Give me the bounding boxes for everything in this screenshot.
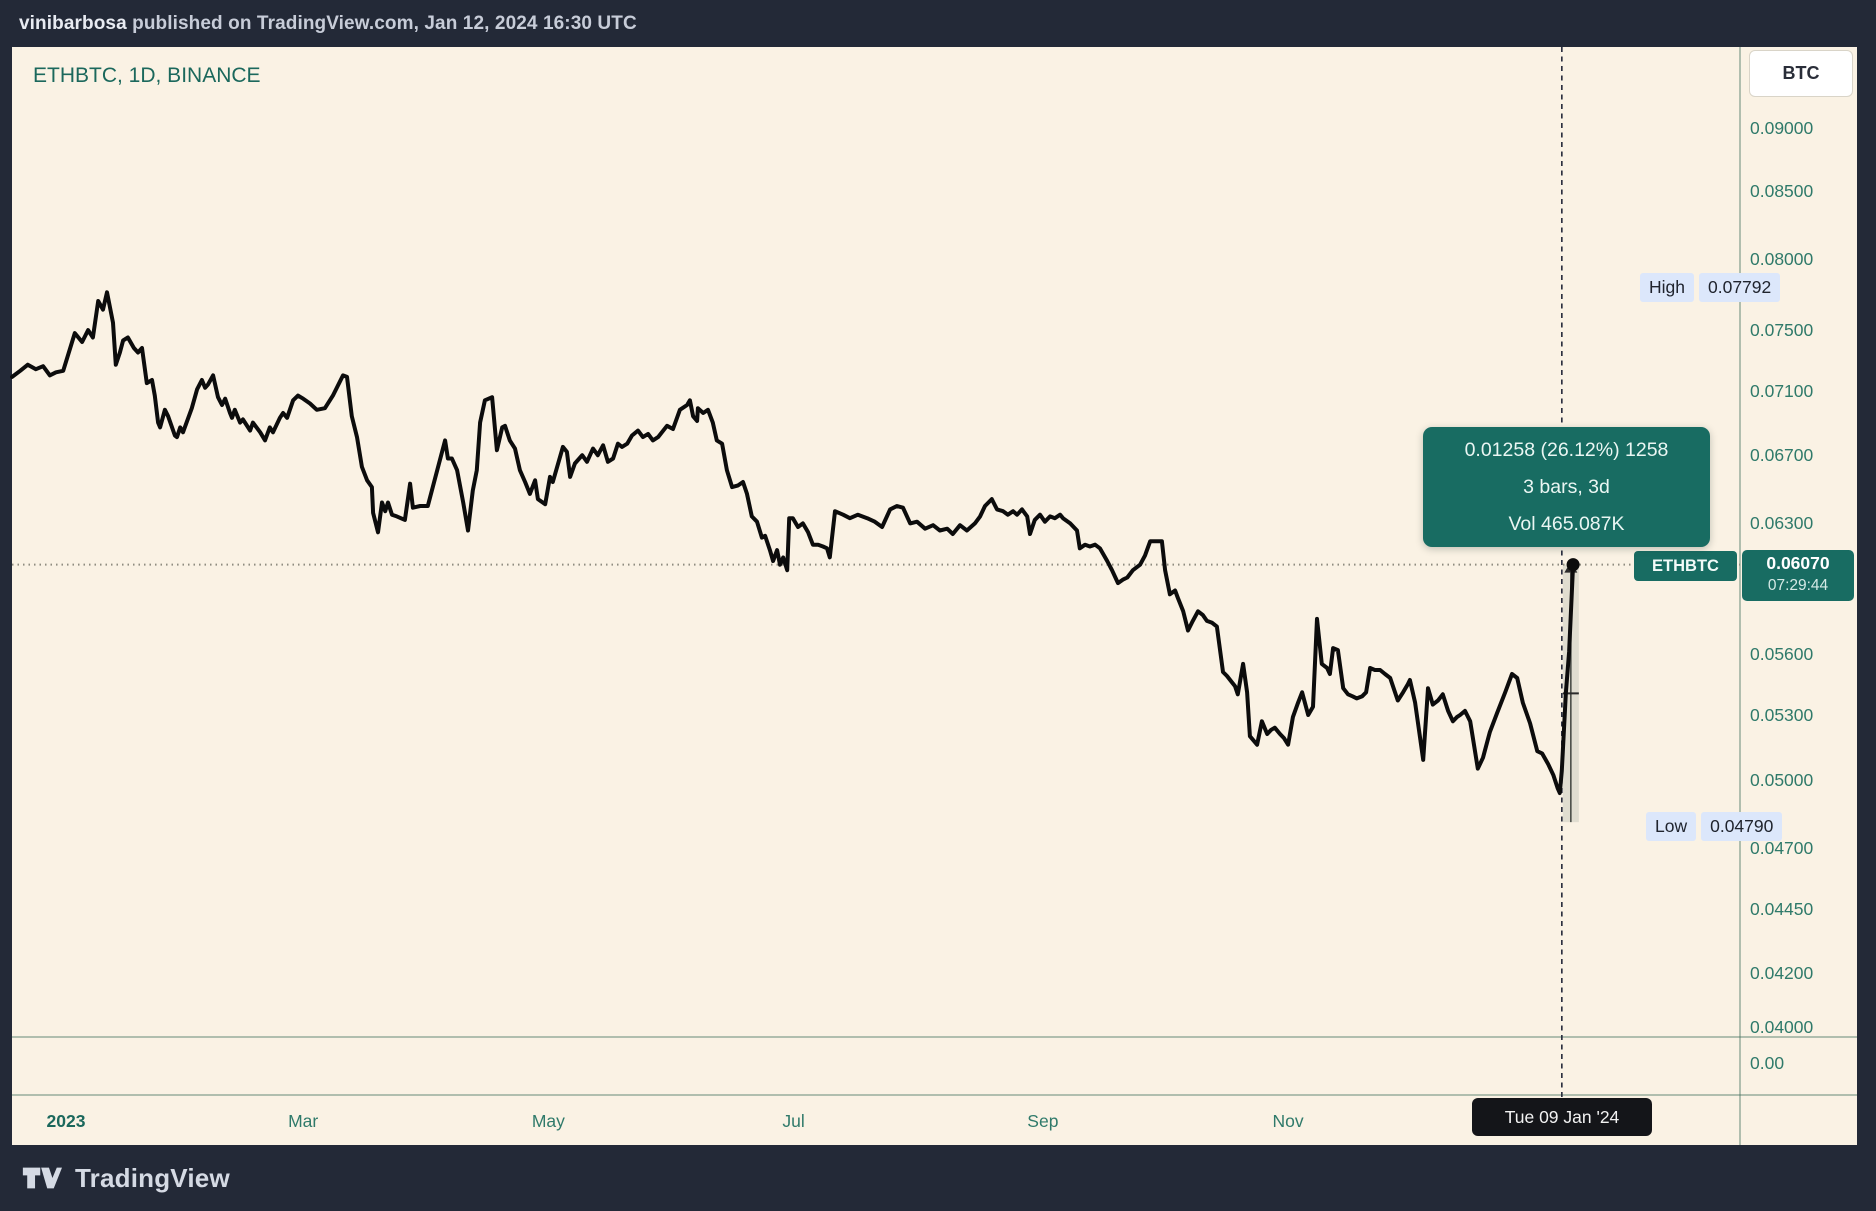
crosshair-date-label: Tue 09 Jan '24: [1472, 1098, 1652, 1136]
time-tick-jul: Jul: [782, 1111, 805, 1131]
chart-title: ETHBTC, 1D, BINANCE: [33, 64, 261, 87]
high-value: 0.07792: [1699, 272, 1781, 302]
price-tick: 0.04700: [1750, 838, 1814, 859]
price-tick: 0.08000: [1750, 248, 1814, 269]
measure-change: 0.01258 (26.12%) 1258: [1464, 438, 1669, 461]
time-tick-2023: 2023: [46, 1111, 86, 1131]
low-value: 0.04790: [1701, 812, 1783, 842]
publish-author: vinibarbosa: [19, 12, 127, 34]
time-tick-mar: Mar: [288, 1111, 319, 1131]
high-label: High: [1640, 272, 1694, 302]
time-tick-may: May: [531, 1111, 565, 1131]
price-tick: 0.06700: [1750, 445, 1814, 466]
price-tick: 0.06300: [1750, 513, 1814, 534]
symbol-price-tag: ETHBTC: [1634, 551, 1737, 581]
price-tick: 0.05600: [1750, 644, 1814, 664]
last-price: 0.06070: [1766, 553, 1830, 573]
low-label: Low: [1646, 812, 1697, 842]
volume-zero-tick: 0.00: [1750, 1053, 1785, 1073]
price-tick: 0.05000: [1750, 769, 1814, 790]
price-tick: 0.04200: [1750, 962, 1814, 983]
footer-bar: TradingView: [0, 1145, 1876, 1211]
time-tick-sep: Sep: [1027, 1111, 1059, 1131]
price-tick: 0.09000: [1750, 118, 1814, 138]
chart-panel[interactable]: [12, 47, 1857, 1145]
price-tick: 0.07500: [1750, 320, 1814, 341]
low-price-label: Low 0.04790: [1646, 812, 1783, 842]
price-tick: 0.07100: [1750, 380, 1814, 401]
high-price-label: High 0.07792: [1640, 272, 1781, 302]
bar-countdown: 07:29:44: [1767, 577, 1829, 594]
measure-tooltip: 0.01258 (26.12%) 1258 3 bars, 3d Vol 465…: [1423, 427, 1710, 547]
measure-volume: Vol 465.087K: [1508, 512, 1625, 535]
last-price-tag: 0.06070 07:29:44: [1742, 550, 1854, 601]
price-tick: 0.08500: [1750, 181, 1814, 202]
price-tick: 0.04450: [1750, 898, 1814, 919]
time-tick-nov: Nov: [1272, 1111, 1304, 1131]
publish-header: vinibarbosa published on TradingView.com…: [0, 0, 1876, 47]
publish-byline: published on TradingView.com, Jan 12, 20…: [126, 12, 637, 34]
unit-toggle-button[interactable]: BTC: [1749, 50, 1853, 97]
measure-bars: 3 bars, 3d: [1523, 475, 1610, 498]
tradingview-logo-icon[interactable]: [22, 1165, 62, 1191]
price-tick: 0.05300: [1750, 705, 1814, 726]
price-tick: 0.04000: [1750, 1017, 1814, 1038]
tradingview-brand[interactable]: TradingView: [75, 1162, 230, 1193]
